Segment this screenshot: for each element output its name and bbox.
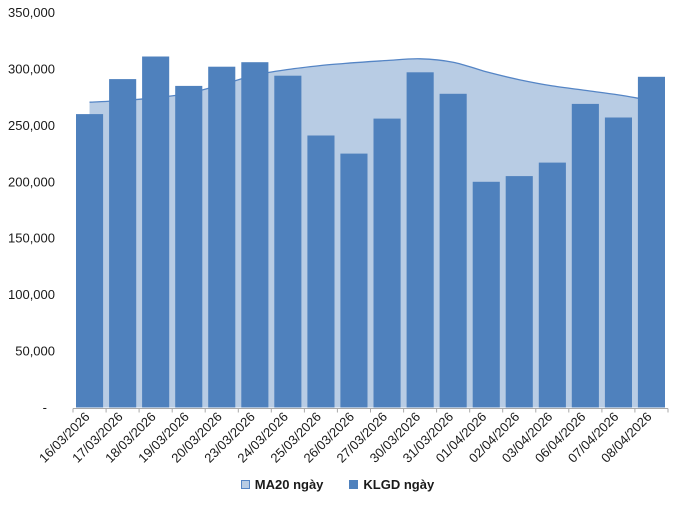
y-tick-label: 200,000 <box>8 174 55 189</box>
klgd-bar <box>571 103 599 408</box>
x-axis <box>72 408 669 413</box>
ma20-area-series <box>89 58 652 408</box>
klgd-legend-label: KLGD ngày <box>363 477 435 492</box>
klgd-bar <box>175 85 203 408</box>
y-tick-label: - <box>43 400 47 415</box>
klgd-bar <box>439 93 467 408</box>
klgd-bar <box>505 176 533 408</box>
y-tick-label: 300,000 <box>8 61 55 76</box>
klgd-bar <box>241 62 269 408</box>
klgd-bar <box>109 79 137 408</box>
x-axis-labels: 16/03/202617/03/202618/03/202619/03/2026… <box>36 409 655 466</box>
klgd-bar <box>274 75 302 408</box>
klgd-bar <box>340 153 368 408</box>
klgd-bar <box>604 117 632 408</box>
ma20-legend-label: MA20 ngày <box>254 477 324 492</box>
ma20-area-fill <box>89 58 652 408</box>
ma20-legend-swatch <box>240 480 250 489</box>
y-tick-label: 350,000 <box>8 5 55 20</box>
klgd-bar <box>373 118 401 408</box>
y-tick-label: 150,000 <box>8 231 55 246</box>
klgd-bar <box>307 135 335 408</box>
y-axis-labels: 350,000 300,000 250,000 200,000 150,000 100,0… <box>8 5 55 415</box>
klgd-bar <box>142 56 170 408</box>
klgd-legend-swatch <box>349 480 359 489</box>
y-tick-label: 50,000 <box>15 344 55 359</box>
klgd-bar-series <box>76 56 665 408</box>
legend-item-ma20: MA20 ngày <box>240 477 324 492</box>
klgd-bar <box>538 162 566 408</box>
klgd-bar <box>472 181 500 408</box>
y-tick-label: 100,000 <box>8 287 55 302</box>
klgd-bar <box>637 76 665 408</box>
legend: MA20 ngày KLGD ngày <box>0 477 675 492</box>
legend-item-klgd: KLGD ngày <box>349 477 434 492</box>
klgd-bar <box>208 66 236 408</box>
y-tick-label: 250,000 <box>8 118 55 133</box>
klgd-bar <box>76 114 104 408</box>
klgd-bar <box>406 72 434 408</box>
